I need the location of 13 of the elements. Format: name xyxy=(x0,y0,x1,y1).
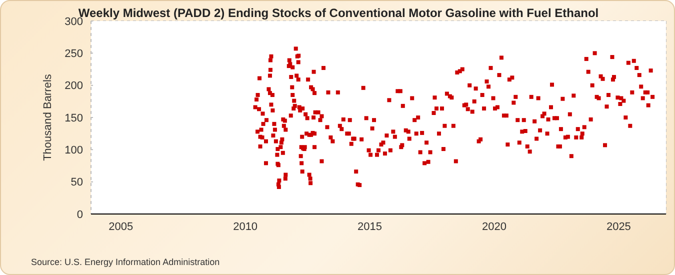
y-tick-label: 150 xyxy=(64,112,83,124)
x-tick-label: 2010 xyxy=(233,220,258,233)
y-tick-label: 0 xyxy=(76,208,83,221)
y-tick-label: 200 xyxy=(64,80,83,92)
y-tick-label: 50 xyxy=(70,176,83,189)
x-tick-label: 2025 xyxy=(606,220,631,233)
source-note: Source: U.S. Energy Information Administration xyxy=(31,257,220,267)
y-axis-title: Thousand Barrels xyxy=(42,74,54,161)
y-tick-label: 100 xyxy=(64,144,83,157)
x-tick-label: 2005 xyxy=(108,220,134,233)
x-tick-label: 2015 xyxy=(358,220,382,233)
y-tick-label: 250 xyxy=(64,48,83,60)
x-tick-label: 2020 xyxy=(482,220,506,233)
